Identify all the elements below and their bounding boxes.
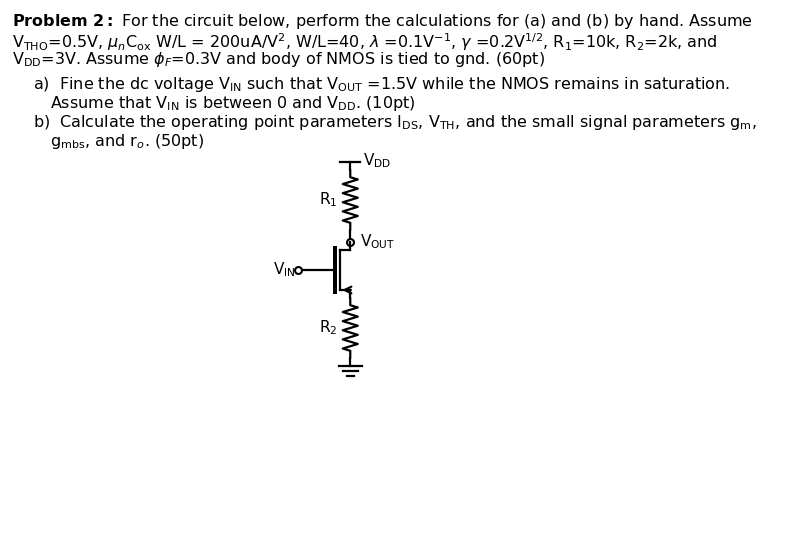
Text: R$_1$: R$_1$ — [319, 190, 338, 209]
Text: V$_{\mathrm{DD}}$=3V. Assume $\phi_F$=0.3V and body of NMOS is tied to gnd. (60p: V$_{\mathrm{DD}}$=3V. Assume $\phi_F$=0.… — [12, 50, 545, 69]
Text: V$_{\mathrm{OUT}}$: V$_{\mathrm{OUT}}$ — [360, 232, 395, 251]
Text: V$_{\mathrm{IN}}$: V$_{\mathrm{IN}}$ — [273, 261, 295, 279]
Text: b)  Calculate the operating point parameters I$_{\mathrm{DS}}$, V$_{\mathrm{TH}}: b) Calculate the operating point paramet… — [34, 113, 757, 132]
Text: V$_{\mathrm{THO}}$=0.5V, $\mu_n$C$_{\mathrm{ox}}$ W/L = 200uA/V$^2$, W/L=40, $\l: V$_{\mathrm{THO}}$=0.5V, $\mu_n$C$_{\mat… — [12, 31, 717, 52]
Text: V$_{\mathrm{DD}}$: V$_{\mathrm{DD}}$ — [363, 152, 391, 171]
Text: Assume that V$_{\mathrm{IN}}$ is between 0 and V$_{\mathrm{DD}}$. (10pt): Assume that V$_{\mathrm{IN}}$ is between… — [50, 94, 415, 113]
Text: g$_{\mathrm{mbs}}$, and r$_o$. (50pt): g$_{\mathrm{mbs}}$, and r$_o$. (50pt) — [50, 132, 205, 151]
Text: a)  Fine the dc voltage V$_{\mathrm{IN}}$ such that V$_{\mathrm{OUT}}$ =1.5V whi: a) Fine the dc voltage V$_{\mathrm{IN}}$… — [34, 75, 731, 94]
Text: R$_2$: R$_2$ — [319, 319, 338, 337]
Text: $\mathbf{Problem\ 2:}$ For the circuit below, perform the calculations for (a) a: $\mathbf{Problem\ 2:}$ For the circuit b… — [12, 12, 752, 31]
